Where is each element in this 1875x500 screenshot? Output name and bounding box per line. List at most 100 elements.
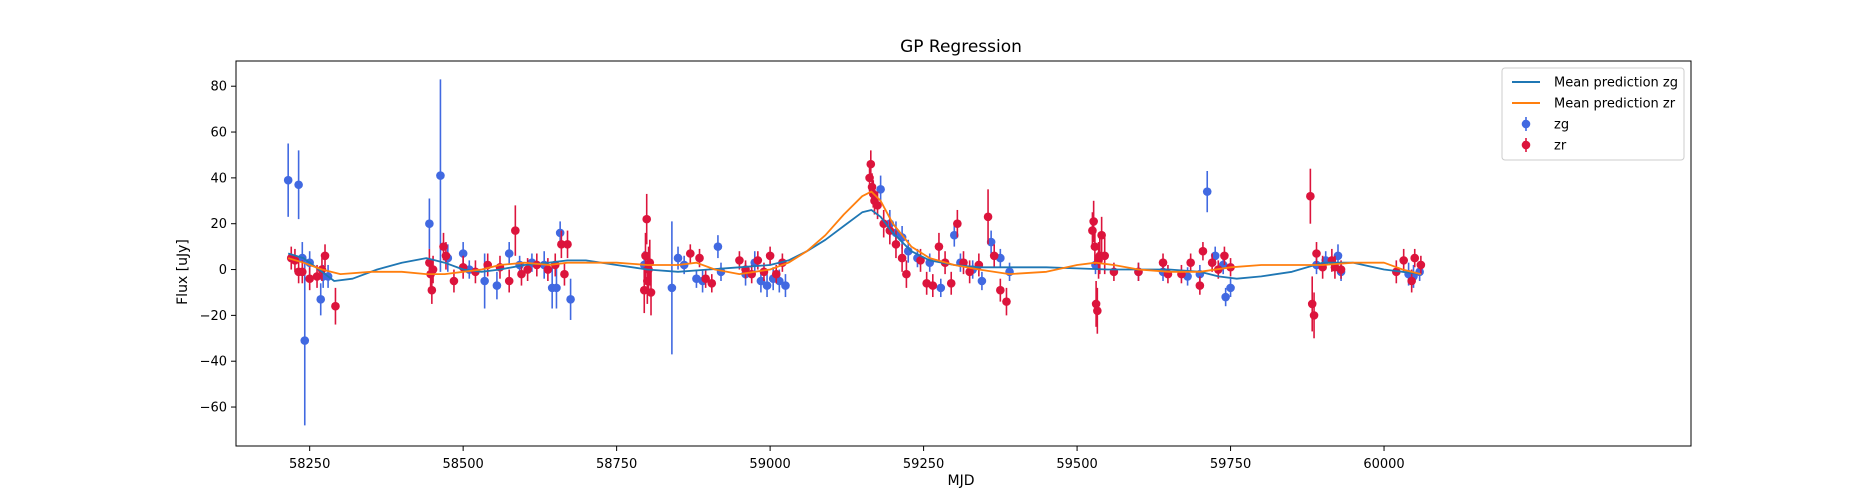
plot-frame (235, 60, 1692, 447)
plot-area (283, 79, 1426, 426)
y-tick-label: −40 (200, 355, 227, 370)
data-point (686, 249, 695, 258)
data-point (511, 226, 520, 235)
data-point (1399, 256, 1408, 265)
data-point (566, 295, 575, 304)
y-tick-label: 20 (210, 217, 227, 232)
data-point (1090, 242, 1100, 251)
data-point (1093, 306, 1102, 316)
data-point (458, 249, 468, 258)
y-tick-label: −20 (200, 309, 227, 324)
data-point (642, 214, 652, 224)
legend: Mean prediction zg Mean prediction zr zg zr (1501, 67, 1685, 161)
data-point (1410, 253, 1420, 263)
data-point (946, 278, 956, 288)
data-point (695, 253, 704, 263)
x-tick-label: 59500 (1056, 457, 1097, 472)
data-point (879, 219, 888, 229)
data-point (1221, 292, 1230, 302)
data-point (866, 159, 876, 169)
data-point (543, 265, 553, 274)
data-point (765, 251, 775, 261)
data-point (965, 267, 974, 277)
data-point (713, 242, 723, 251)
x-tick-label: 59000 (749, 457, 790, 472)
data-point (425, 219, 434, 229)
data-point (480, 276, 489, 286)
x-tick-label: 58750 (596, 457, 637, 472)
data-point (504, 276, 514, 286)
data-point (673, 253, 683, 263)
data-point (902, 269, 911, 279)
legend-label: Mean prediction zg (1554, 76, 1678, 91)
data-point (441, 251, 451, 261)
data-point (996, 285, 1005, 295)
data-point (753, 256, 763, 265)
data-point (283, 175, 293, 185)
data-point (986, 237, 996, 247)
data-point (492, 281, 502, 290)
data-point (639, 285, 649, 295)
data-point (560, 269, 569, 279)
data-point (897, 253, 907, 263)
data-point (983, 212, 993, 222)
data-point (557, 240, 566, 249)
x-tick-label: 60000 (1363, 457, 1404, 472)
data-point (294, 180, 303, 190)
data-point (1089, 217, 1098, 226)
data-point (936, 283, 946, 293)
y-tick-label: 40 (210, 171, 227, 186)
x-axis-label: MJD (948, 473, 975, 489)
data-point (762, 281, 772, 290)
data-point (989, 251, 999, 261)
legend-box (1501, 67, 1685, 161)
data-point (1091, 299, 1101, 309)
data-point (449, 276, 459, 286)
data-point (735, 256, 744, 265)
x-tick-label: 58250 (289, 457, 330, 472)
data-point (876, 185, 885, 194)
data-point (641, 251, 650, 261)
data-point (504, 249, 514, 258)
data-point (427, 285, 437, 295)
data-point (1407, 276, 1416, 286)
data-point (759, 267, 769, 277)
data-point (1210, 251, 1220, 261)
data-point (928, 281, 938, 290)
data-point (667, 283, 677, 293)
data-point (1207, 258, 1217, 267)
data-point (916, 256, 925, 265)
data-point (1195, 281, 1205, 290)
data-point (934, 242, 944, 251)
data-point (436, 171, 445, 180)
data-point (1100, 251, 1110, 261)
data-point (1220, 251, 1229, 261)
data-point (320, 251, 330, 261)
data-point (563, 240, 572, 249)
legend-label: Mean prediction zr (1554, 97, 1676, 112)
x-tick-label: 59250 (903, 457, 944, 472)
legend-label: zg (1554, 118, 1569, 133)
data-point (771, 269, 781, 279)
data-point (953, 219, 962, 229)
y-axis: −60 −40 −20 0 20 40 60 80 (200, 80, 236, 416)
data-point (552, 283, 561, 293)
y-axis-label: Flux [uJy] (175, 239, 191, 305)
data-point (873, 201, 882, 210)
data-point (428, 265, 438, 274)
data-point (1198, 246, 1208, 256)
data-point (305, 274, 314, 284)
data-point (707, 278, 717, 288)
x-tick-label: 58500 (442, 457, 483, 472)
legend-label: zr (1554, 139, 1567, 154)
y-tick-label: 80 (210, 80, 227, 95)
data-point (312, 272, 322, 281)
legend-marker (1521, 119, 1531, 129)
y-tick-label: −60 (200, 401, 227, 416)
x-axis: 58250 58500 58750 59000 59250 59500 59750 60000 (289, 446, 1405, 472)
data-point (523, 265, 532, 274)
y-tick-label: 0 (219, 263, 227, 278)
data-point (1158, 258, 1168, 267)
data-point (775, 276, 784, 286)
